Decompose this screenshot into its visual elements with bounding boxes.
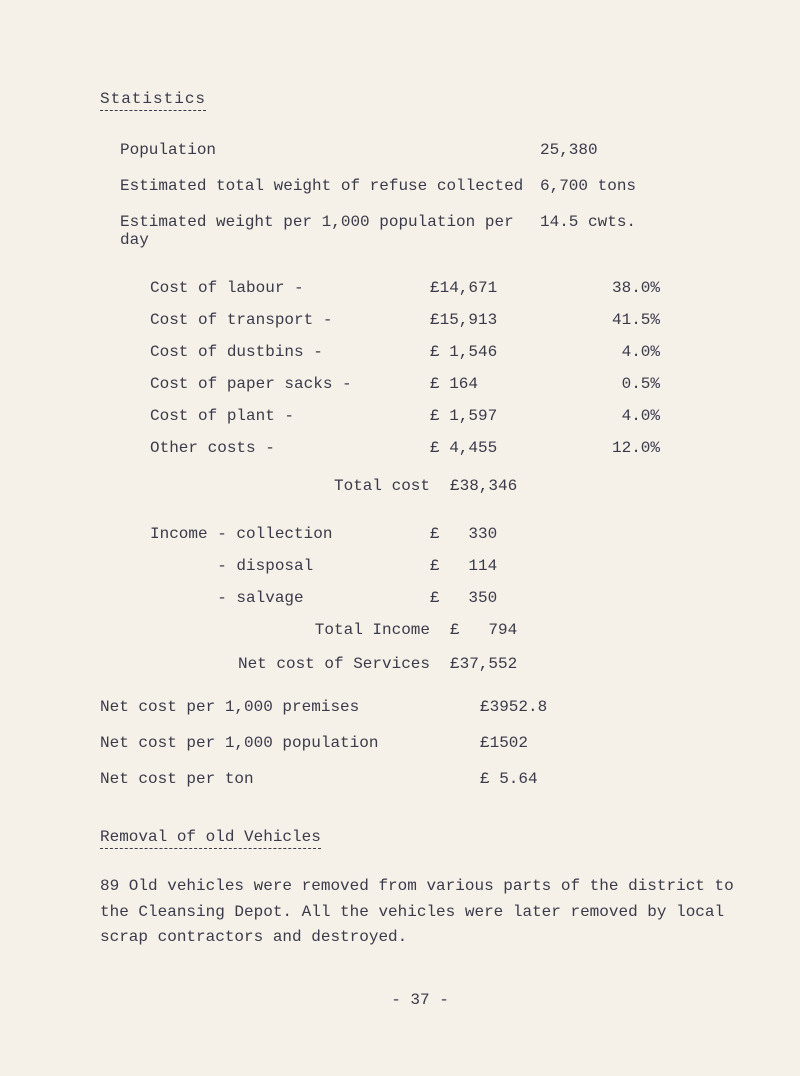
net-population-label: Net cost per 1,000 population [100, 734, 480, 752]
net-services-label: Net cost of Services [150, 655, 450, 673]
summary-row-weight: Estimated weight per 1,000 population pe… [100, 213, 740, 249]
income-amount: £ 330 [430, 525, 560, 543]
removal-text: 89 Old vehicles were removed from variou… [100, 874, 740, 951]
net-row: Net cost per 1,000 premises £3952.8 [100, 698, 740, 716]
income-amount: £ 350 [430, 589, 560, 607]
cost-amount: £ 164 [430, 375, 560, 393]
cost-amount: £ 1,597 [430, 407, 560, 425]
income-row: - disposal £ 114 [150, 557, 740, 575]
statistics-heading: Statistics [100, 90, 740, 111]
income-row: Income - collection £ 330 [150, 525, 740, 543]
total-income-row: Total Income £ 794 [150, 621, 740, 639]
cost-label: Cost of dustbins - [150, 343, 430, 361]
population-label: Population [120, 141, 540, 159]
cost-row: Cost of labour - £14,671 38.0% [150, 279, 740, 297]
income-label: Income - collection [150, 525, 430, 543]
net-services-row: Net cost of Services £37,552 [150, 655, 740, 673]
cost-label: Cost of paper sacks - [150, 375, 430, 393]
income-section: Income - collection £ 330 - disposal £ 1… [100, 525, 740, 673]
net-population-value: £1502 [480, 734, 630, 752]
cost-amount: £ 1,546 [430, 343, 560, 361]
removal-heading: Removal of old Vehicles [100, 828, 740, 849]
cost-pct: 38.0% [560, 279, 660, 297]
income-row: - salvage £ 350 [150, 589, 740, 607]
cost-label: Cost of plant - [150, 407, 430, 425]
income-amount: £ 114 [430, 557, 560, 575]
total-income-value: £ 794 [450, 621, 580, 639]
removal-section: Removal of old Vehicles 89 Old vehicles … [100, 828, 740, 951]
page-number: - 37 - [100, 991, 740, 1009]
total-income-label: Total Income [150, 621, 450, 639]
cost-pct: 12.0% [560, 439, 660, 457]
statistics-title: Statistics [100, 90, 206, 111]
net-ton-value: £ 5.64 [480, 770, 630, 788]
cost-row: Cost of paper sacks - £ 164 0.5% [150, 375, 740, 393]
total-cost-row: Total cost £38,346 [150, 477, 740, 495]
net-premises-label: Net cost per 1,000 premises [100, 698, 480, 716]
cost-pct: 0.5% [560, 375, 660, 393]
cost-pct: 41.5% [560, 311, 660, 329]
summary-row-population: Population 25,380 [100, 141, 740, 159]
net-premises-value: £3952.8 [480, 698, 630, 716]
cost-section: Cost of labour - £14,671 38.0% Cost of t… [100, 279, 740, 495]
cost-row: Cost of transport - £15,913 41.5% [150, 311, 740, 329]
summary-row-refuse: Estimated total weight of refuse collect… [100, 177, 740, 195]
net-services-value: £37,552 [450, 655, 580, 673]
cost-label: Other costs - [150, 439, 430, 457]
refuse-value: 6,700 tons [540, 177, 740, 195]
total-cost-label: Total cost [150, 477, 450, 495]
cost-amount: £15,913 [430, 311, 560, 329]
net-row: Net cost per 1,000 population £1502 [100, 734, 740, 752]
cost-row: Cost of dustbins - £ 1,546 4.0% [150, 343, 740, 361]
removal-title: Removal of old Vehicles [100, 828, 321, 849]
total-cost-value: £38,346 [450, 477, 580, 495]
net-ton-label: Net cost per ton [100, 770, 480, 788]
net-section: Net cost per 1,000 premises £3952.8 Net … [100, 698, 740, 788]
cost-pct: 4.0% [560, 407, 660, 425]
cost-pct: 4.0% [560, 343, 660, 361]
cost-row: Other costs - £ 4,455 12.0% [150, 439, 740, 457]
cost-amount: £ 4,455 [430, 439, 560, 457]
cost-label: Cost of labour - [150, 279, 430, 297]
weight-label: Estimated weight per 1,000 population pe… [120, 213, 540, 249]
population-value: 25,380 [540, 141, 740, 159]
cost-label: Cost of transport - [150, 311, 430, 329]
net-row: Net cost per ton £ 5.64 [100, 770, 740, 788]
refuse-label: Estimated total weight of refuse collect… [120, 177, 540, 195]
income-label: - salvage [150, 589, 430, 607]
cost-amount: £14,671 [430, 279, 560, 297]
income-label: - disposal [150, 557, 430, 575]
weight-value: 14.5 cwts. [540, 213, 740, 249]
cost-row: Cost of plant - £ 1,597 4.0% [150, 407, 740, 425]
